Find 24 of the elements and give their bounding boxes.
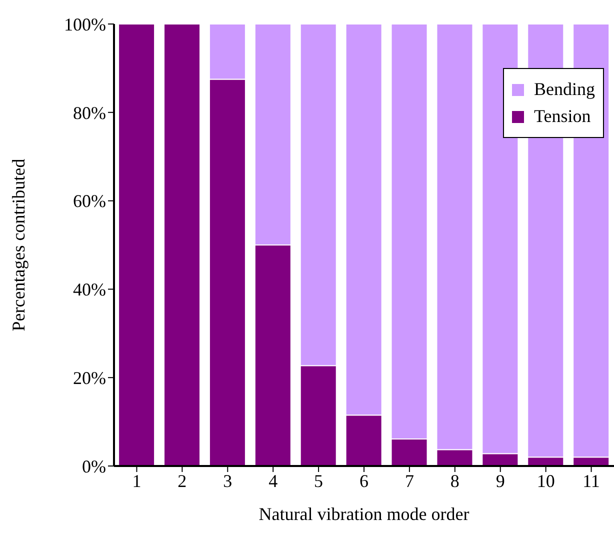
x-tick-label: 5	[314, 470, 324, 491]
x-tick-label: 4	[268, 470, 278, 491]
bar	[118, 24, 156, 466]
y-tick-label: 40%	[73, 280, 106, 300]
y-tick-label: 60%	[73, 191, 106, 212]
legend-label: Tension	[534, 106, 591, 127]
x-tick-label: 7	[404, 470, 414, 491]
series-label: Bending	[534, 79, 595, 100]
x-tick-label: 3	[223, 470, 232, 491]
x-tick-label: 9	[496, 470, 505, 491]
y-tick-label: 100%	[64, 14, 106, 34]
bar	[164, 24, 200, 466]
x-tick-label: 2	[178, 470, 187, 491]
y-axis-title: Percentages contributed	[8, 158, 28, 332]
x-tick-label: 8	[450, 470, 460, 491]
x-tick-label: 1	[132, 470, 142, 491]
x-axis-title: Natural vibration mode order	[258, 504, 470, 524]
legend: Bending Tension	[503, 68, 604, 138]
y-tick-label: 20%	[73, 368, 106, 388]
y-tick-label: 0%	[82, 456, 106, 476]
x-tick-label: 6	[360, 470, 368, 491]
y-tick-label: 80%	[73, 102, 106, 123]
x-tick-label: 11	[582, 470, 600, 491]
x-tick-label: 10	[536, 470, 555, 491]
